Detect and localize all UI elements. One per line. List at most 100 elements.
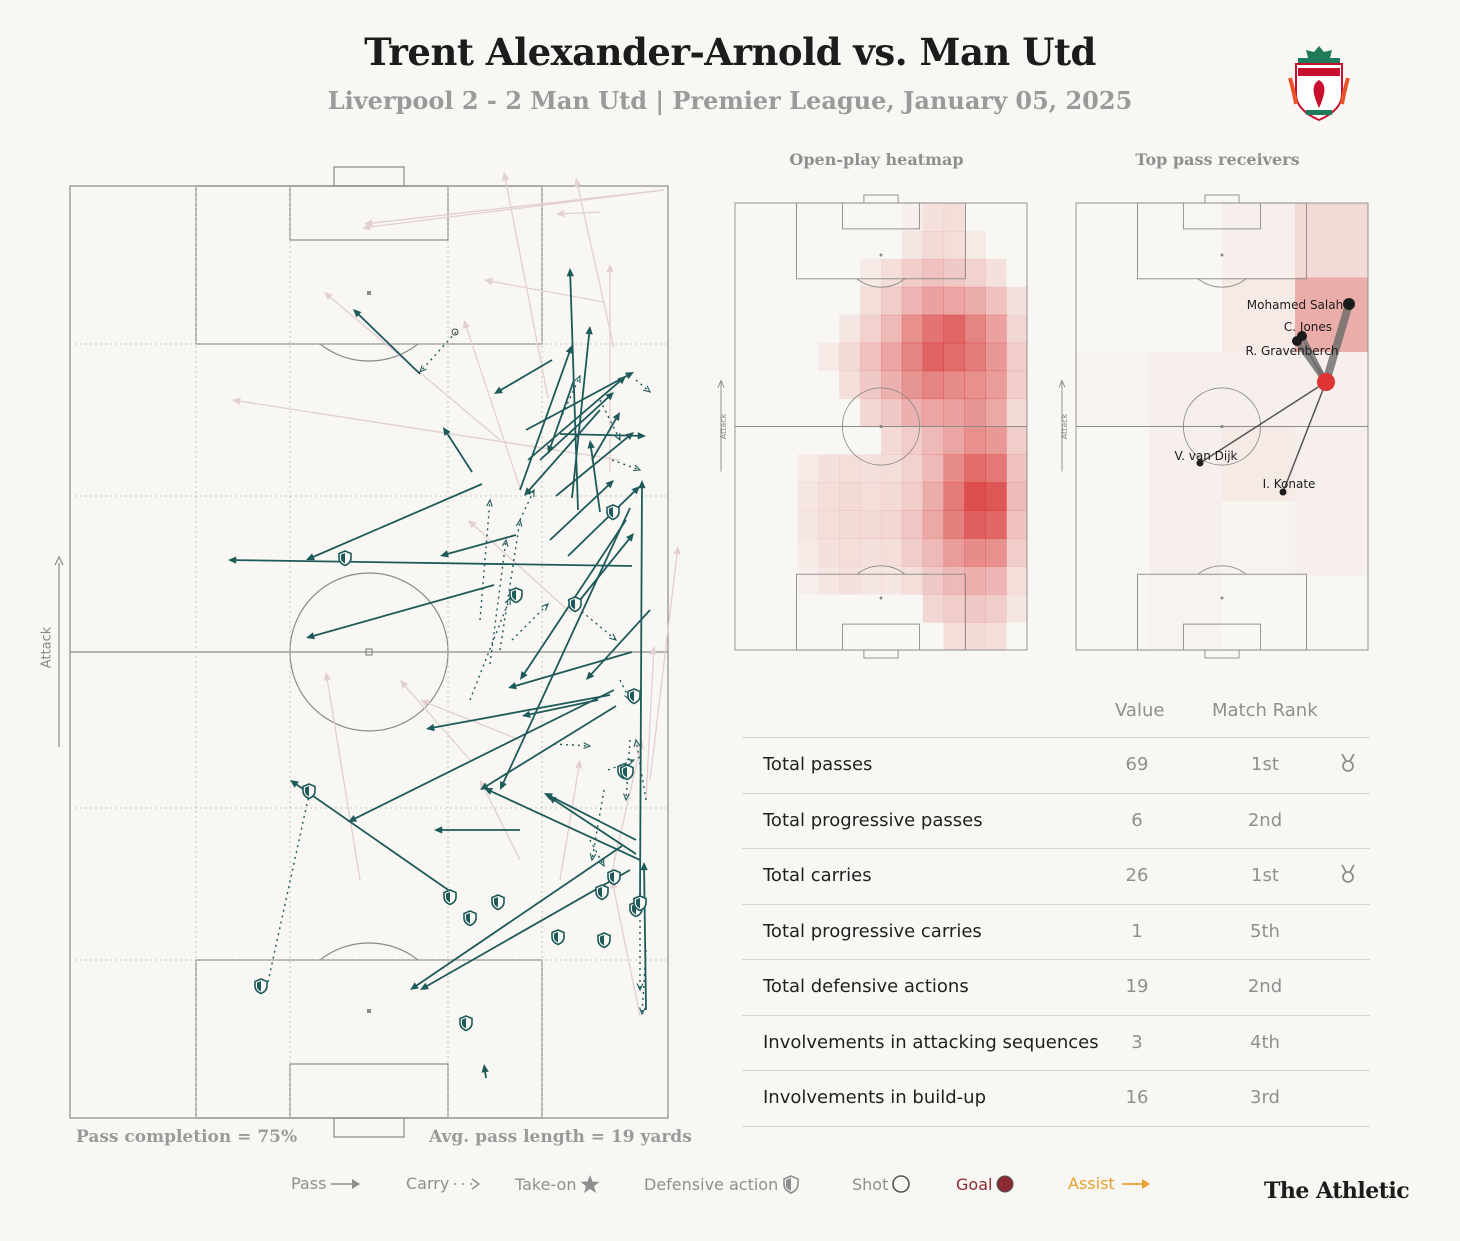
mini-attack-label: Attack: [1060, 413, 1069, 439]
heatmap-cell: [943, 286, 965, 316]
carry: [635, 379, 652, 393]
heatmap-cell: [943, 203, 965, 232]
carry: [511, 603, 549, 641]
heatmap-cell: [818, 510, 840, 539]
heatmap-cell: [943, 482, 965, 511]
legend-pass-label: Pass: [291, 1174, 327, 1193]
bottom-goal: [333, 1117, 405, 1138]
heatmap-cell: [985, 398, 1007, 427]
heatmap-cell: [985, 342, 1007, 372]
heatmap-cell: [901, 510, 924, 539]
completed-pass: [544, 793, 637, 841]
completed-pass: [290, 780, 455, 895]
carry: [589, 839, 605, 868]
bottom-penalty-spot: [367, 1009, 371, 1013]
heatmap-cell: [860, 342, 882, 372]
stat-label: Total passes: [763, 754, 873, 775]
legend-takeon-label: Take-on: [515, 1174, 577, 1194]
heatmap-cell: [922, 258, 945, 288]
shot-circle-icon: [892, 1175, 911, 1193]
carry: [636, 920, 644, 992]
heatmap-cell: [1006, 286, 1028, 316]
heatmap-cell: [985, 482, 1007, 511]
incomplete-pass: [468, 520, 571, 613]
carry: [559, 374, 581, 421]
medal-icon: [1341, 864, 1355, 883]
legend-defensive: Defensive action: [644, 1174, 801, 1194]
heatmap-cell: [1006, 510, 1028, 539]
attack-direction-arrow: [54, 555, 64, 747]
zone-cell: [1295, 203, 1368, 278]
heatmap-cell: [860, 258, 882, 288]
incomplete-pass: [364, 189, 665, 227]
heatmap-cell: [922, 594, 945, 623]
defensive-action: [491, 894, 505, 911]
shield-icon: [783, 1175, 800, 1194]
heatmap-cell: [1006, 482, 1028, 511]
receivers-title: Top pass receivers: [1135, 150, 1300, 169]
completed-pass: [228, 556, 633, 567]
stats-table-header: Value Match Rank: [742, 690, 1370, 738]
zone-cell: [1222, 501, 1295, 576]
top-penalty-arc: [319, 343, 419, 362]
stat-value: 16: [1125, 1087, 1149, 1108]
zone-cell: [1076, 352, 1149, 427]
passes-layer: [228, 268, 651, 1079]
zone-cell: [1149, 501, 1222, 576]
heatmap-cell: [922, 370, 945, 400]
heatmap-cell: [943, 370, 965, 400]
legend-shot-label: Shot: [852, 1174, 889, 1194]
heatmap-cell: [881, 510, 903, 539]
heatmap-cell: [943, 454, 965, 483]
incomplete-pass: [559, 760, 583, 881]
defensive-action: [568, 596, 582, 613]
carry: [567, 599, 618, 641]
defensive-action: [597, 932, 611, 949]
stat-label: Total progressive carries: [763, 920, 982, 942]
heatmap-cell: [881, 370, 903, 400]
completed-pass: [348, 689, 615, 822]
heatmap-cell: [964, 342, 986, 372]
receiver-node: [1196, 459, 1204, 467]
completed-pass: [353, 309, 421, 375]
heatmap-cell: [1006, 398, 1028, 427]
carry: [553, 742, 592, 750]
incomplete-pass: [574, 178, 615, 349]
heatmap-cell: [818, 342, 840, 372]
bottom-penalty-arc: [319, 942, 419, 961]
stat-rank: 5th: [1250, 920, 1280, 942]
legend-carry-label: Carry: [406, 1174, 450, 1193]
heatmap-cell: [964, 426, 986, 455]
receivers-pitch: Attack Mohamed Salah C. Jones R. Gravenberc…: [1058, 194, 1369, 659]
heatmap-cell: [985, 622, 1007, 651]
incomplete-pass: [463, 320, 521, 489]
heatmap-cell: [943, 566, 965, 595]
carry: [469, 596, 511, 701]
incomplete-pass: [362, 189, 665, 231]
heatmap-cell: [922, 203, 945, 232]
mini-pitch-lines: [1075, 194, 1369, 659]
top-six-yard-box: [289, 185, 449, 241]
stat-value: 19: [1125, 976, 1149, 997]
heatmap-cell: [860, 510, 882, 539]
heatmap-cell: [1006, 454, 1028, 483]
stats-row: Total progressive carries 1 5th: [742, 905, 1370, 960]
heatmap-cell: [860, 398, 882, 427]
heatmap-cell: [860, 370, 882, 400]
completed-pass: [638, 480, 646, 901]
carry: [519, 488, 535, 521]
stat-label: Involvements in build-up: [763, 1087, 987, 1108]
receiver-node: [1292, 336, 1302, 346]
stat-rank: 2nd: [1247, 809, 1283, 831]
heatmap-cell: [922, 538, 945, 567]
heatmap-cell: [881, 538, 903, 567]
value-column-header: Value: [1115, 700, 1165, 721]
heatmap-cell: [985, 370, 1007, 400]
heatmap-cell: [860, 454, 882, 483]
completed-pass: [549, 480, 614, 541]
completed-pass: [547, 379, 575, 454]
heatmap-cell: [860, 314, 882, 344]
heatmap-cell: [901, 342, 924, 372]
heatmap-cell: [1006, 370, 1028, 400]
completed-pass: [484, 788, 641, 861]
